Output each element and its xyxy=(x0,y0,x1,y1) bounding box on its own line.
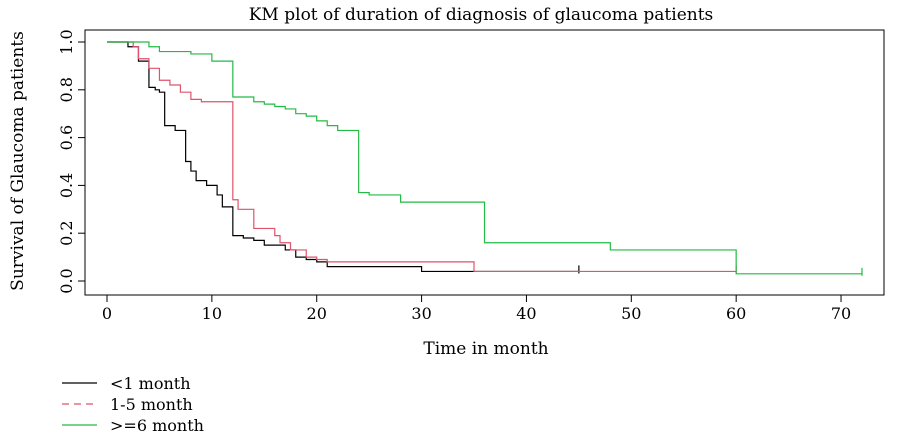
y-tick-label: 0.8 xyxy=(57,77,76,102)
chart-title: KM plot of duration of diagnosis of glau… xyxy=(249,5,714,25)
x-tick-label: 70 xyxy=(831,304,851,323)
legend-label-1: 1-5 month xyxy=(110,395,193,414)
x-tick-label: 10 xyxy=(202,304,222,323)
plot-frame xyxy=(84,29,885,296)
y-axis-label: Survival of Glaucoma patients xyxy=(8,31,28,291)
survival-curve-2 xyxy=(107,41,862,275)
legend-label-2: >=6 month xyxy=(110,416,204,435)
x-axis-label: Time in month xyxy=(423,339,548,359)
x-tick-label: 30 xyxy=(411,304,431,323)
y-tick-label: 0.0 xyxy=(57,268,76,293)
survival-curve-1 xyxy=(107,41,737,273)
x-tick-label: 60 xyxy=(726,304,746,323)
x-tick-label: 0 xyxy=(102,304,112,323)
x-tick-label: 20 xyxy=(307,304,327,323)
survival-curve-0 xyxy=(107,41,579,273)
x-tick-label: 40 xyxy=(516,304,536,323)
y-tick-label: 1.0 xyxy=(57,29,76,54)
y-tick-label: 0.6 xyxy=(57,125,76,150)
y-tick-label: 0.2 xyxy=(57,220,76,245)
plot-area: 0 10 20 30 40 50 60 70 0.0 0.2 0.4 0.6 0.8 1.0 xyxy=(57,29,885,323)
x-tick-label: 50 xyxy=(621,304,641,323)
legend: <1 month 1-5 month >=6 month xyxy=(62,374,204,435)
y-tick-label: 0.4 xyxy=(57,173,76,198)
legend-label-0: <1 month xyxy=(110,374,191,393)
